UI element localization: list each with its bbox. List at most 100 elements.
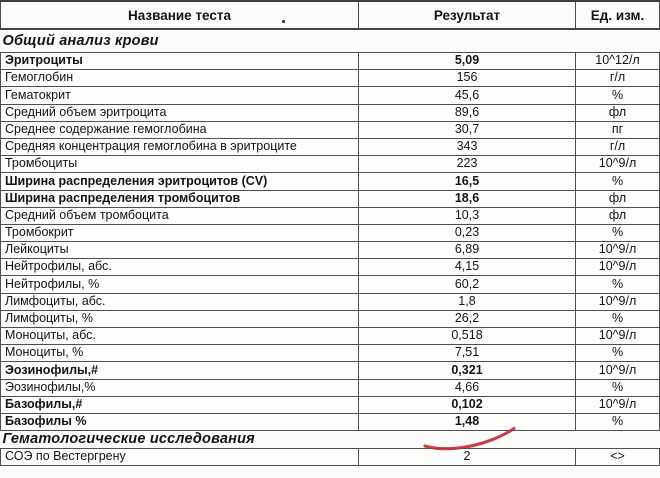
test-name-cell: Эозинофилы,# — [0, 361, 359, 380]
column-header-test-name: Название теста — [0, 0, 359, 30]
test-name-cell: Ширина распределения эритроцитов (CV) — [0, 172, 359, 191]
unit-cell: фл — [575, 103, 660, 122]
test-name-cell: Базофилы,# — [0, 395, 359, 414]
unit-cell: % — [575, 378, 660, 397]
test-row: Тромбокрит 0,23% — [0, 223, 660, 243]
test-row: Тромбоциты 223 10^9/л — [0, 155, 660, 174]
test-name-cell: Базофилы % — [0, 412, 359, 432]
unit-cell: % — [575, 275, 660, 294]
test-row: Эозинофилы,# 0,321 10^9/л — [0, 361, 660, 380]
unit-cell: % — [575, 86, 660, 105]
result-cell: 6,89 — [358, 241, 576, 260]
unit-cell: 10^12/л — [575, 51, 660, 71]
test-name-cell: Лимфоциты, % — [0, 309, 359, 329]
test-row: Средний объем эритроцита 89,6 фл — [0, 103, 660, 122]
result-cell: 7,51 — [358, 344, 576, 363]
unit-cell: 10^9/л — [575, 326, 660, 346]
result-cell: 0,321 — [358, 361, 576, 380]
result-cell: 2 — [358, 448, 576, 467]
result-cell: 10,3 — [358, 206, 576, 225]
test-row: Моноциты, абс. 0,518 10^9/л — [0, 326, 660, 346]
table-header-row: Название теста Результат Ед. изм. — [0, 0, 660, 30]
unit-cell: % — [575, 412, 660, 432]
result-cell: 0,102 — [358, 395, 576, 414]
test-name-cell: СОЭ по Вестергрену — [0, 448, 359, 467]
result-cell: 16,5 — [358, 172, 576, 191]
test-name-cell: Тромбокрит — [0, 223, 359, 243]
test-name-cell: Ширина распределения тромбоцитов — [0, 189, 359, 208]
test-row: Эритроциты 5,09 10^12/л — [0, 51, 660, 71]
result-cell: 60,2 — [358, 275, 576, 294]
test-name-cell: Тромбоциты — [0, 155, 359, 174]
test-name-cell: Гемоглобин — [0, 69, 359, 88]
test-row: Ширина распределения эритроцитов (CV) 16,… — [0, 172, 660, 191]
test-name-cell: Эритроциты — [0, 51, 359, 71]
scan-speck — [282, 20, 285, 23]
result-cell: 30,7 — [358, 120, 576, 139]
section-header-row: Общий анализ крови — [1, 29, 660, 53]
result-cell: 0,518 — [358, 326, 576, 346]
column-header-units: Ед. изм. — [575, 0, 660, 30]
result-cell: 26,2 — [358, 309, 576, 329]
result-cell: 343 — [358, 137, 576, 157]
section-header-label: Гематологические исследования — [2, 431, 255, 448]
test-row: Базофилы % 1,48% — [0, 412, 660, 432]
test-row: СОЭ по Вестергрену 2 <> — [0, 448, 660, 467]
test-name-cell: Гематокрит — [0, 86, 359, 105]
test-row: Лейкоциты 6,89 10^9/л — [0, 241, 660, 260]
test-row: Ширина распределения тромбоцитов 18,6 фл — [0, 189, 660, 208]
unit-cell: % — [575, 172, 660, 191]
unit-cell: 10^9/л — [575, 361, 660, 380]
test-row: Базофилы,# 0,102 10^9/л — [0, 395, 660, 414]
test-row: Моноциты, % 7,51% — [0, 344, 660, 363]
result-cell: 89,6 — [358, 103, 576, 122]
test-name-cell: Средний объем эритроцита — [0, 103, 359, 122]
test-row: Гемоглобин 156 г/л — [0, 69, 660, 88]
column-header-result: Результат — [358, 0, 576, 30]
unit-cell: % — [575, 309, 660, 329]
result-cell: 0,23 — [358, 223, 576, 243]
test-name-cell: Моноциты, % — [0, 344, 359, 363]
test-row: Среднее содержание гемоглобина 30,7 пг — [0, 120, 660, 139]
test-name-cell: Нейтрофилы, % — [0, 275, 359, 294]
test-name-cell: Эозинофилы,% — [0, 378, 359, 397]
unit-cell: % — [575, 344, 660, 363]
test-row: Эозинофилы,% 4,66% — [0, 378, 660, 397]
result-cell: 4,15 — [358, 258, 576, 277]
test-row: Нейтрофилы, абс. 4,15 10^9/л — [0, 258, 660, 277]
result-cell: 5,09 — [358, 51, 576, 71]
unit-cell: г/л — [575, 137, 660, 157]
unit-cell: 10^9/л — [575, 155, 660, 174]
unit-cell: 10^9/л — [575, 258, 660, 277]
test-name-cell: Нейтрофилы, абс. — [0, 258, 359, 277]
unit-cell: фл — [575, 206, 660, 225]
unit-cell: <> — [575, 448, 660, 467]
test-name-cell: Лейкоциты — [0, 241, 359, 260]
test-row: Средняя концентрация гемоглобина в эритр… — [0, 137, 660, 157]
test-name-cell: Средняя концентрация гемоглобина в эритр… — [0, 137, 359, 157]
unit-cell: г/л — [575, 69, 660, 88]
result-cell: 1,48 — [358, 412, 576, 432]
test-row: Лимфоциты, абс. 1,8 10^9/л — [0, 292, 660, 311]
unit-cell: фл — [575, 189, 660, 208]
result-cell: 156 — [358, 69, 576, 88]
test-row: Лимфоциты, % 26,2% — [0, 309, 660, 329]
section-header-row: Гематологические исследования — [1, 431, 660, 449]
test-row: Средний объем тромбоцита 10,3 фл — [0, 206, 660, 225]
unit-cell: % — [575, 223, 660, 243]
test-name-cell: Среднее содержание гемоглобина — [0, 120, 359, 139]
unit-cell: 10^9/л — [575, 241, 660, 260]
unit-cell: 10^9/л — [575, 395, 660, 414]
test-name-cell: Моноциты, абс. — [0, 326, 359, 346]
result-cell: 45,6 — [358, 86, 576, 105]
unit-cell: пг — [575, 120, 660, 139]
test-name-cell: Лимфоциты, абс. — [0, 292, 359, 311]
test-name-cell: Средний объем тромбоцита — [0, 206, 359, 225]
lab-results-table: Название теста Результат Ед. изм. Общий … — [0, 0, 660, 467]
result-cell: 1,8 — [358, 292, 576, 311]
unit-cell: 10^9/л — [575, 292, 660, 311]
result-cell: 4,66 — [358, 378, 576, 397]
result-cell: 18,6 — [358, 189, 576, 208]
section-header-label: Общий анализ крови — [2, 33, 159, 49]
